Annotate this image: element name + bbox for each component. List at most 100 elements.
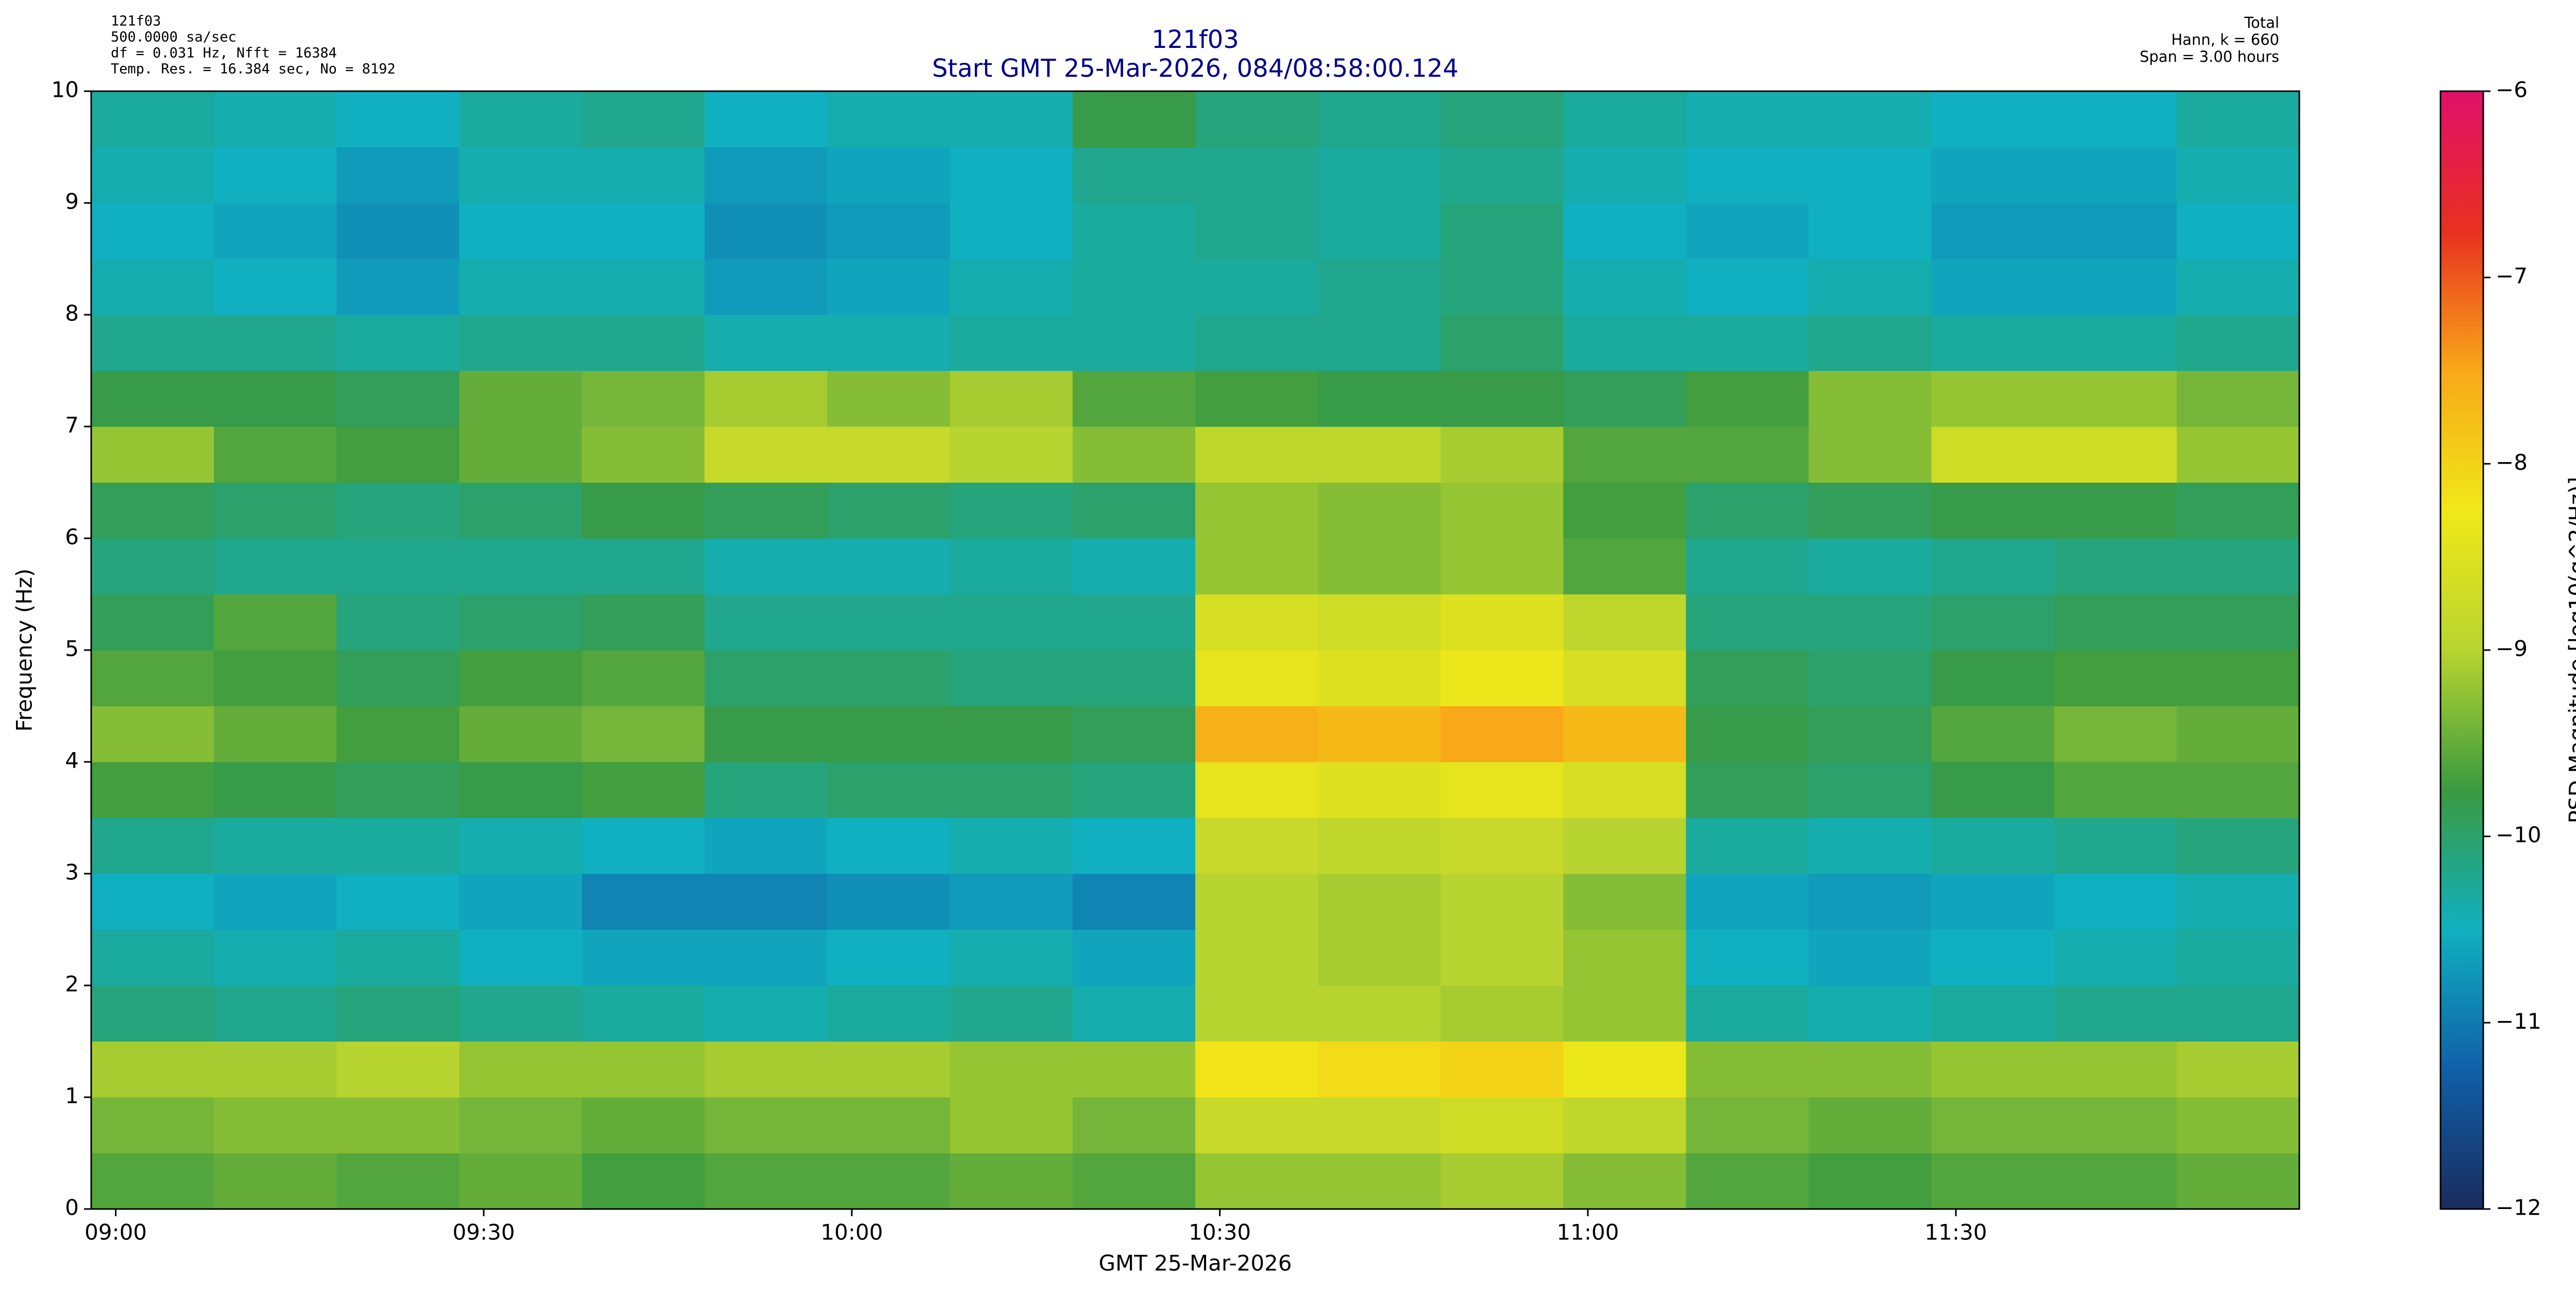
cell	[827, 315, 951, 371]
cell	[582, 482, 705, 539]
cell	[2176, 203, 2300, 259]
cell	[214, 259, 337, 315]
cell	[2176, 259, 2300, 315]
cell	[1072, 91, 1196, 147]
cell	[1686, 203, 1809, 259]
cell	[1072, 1153, 1196, 1210]
cell	[704, 259, 828, 315]
cell	[1686, 762, 1809, 818]
cell	[1195, 650, 1318, 706]
cell	[2054, 706, 2177, 762]
cell	[1931, 818, 2055, 874]
cell	[336, 315, 460, 371]
cell	[1808, 203, 1932, 259]
cell	[827, 203, 951, 259]
header-right-line: Hann, k = 660	[2171, 31, 2279, 48]
cell	[336, 427, 460, 483]
cell	[459, 259, 582, 315]
cell	[1440, 594, 1564, 651]
y-tick-label: 3	[65, 860, 79, 885]
cell	[1440, 706, 1564, 762]
y-tick-label: 4	[65, 748, 79, 773]
colorbar-label: PSD Magnitude [log10(g^2/Hz)]	[2565, 477, 2576, 824]
cell	[1686, 1041, 1809, 1098]
cell	[1931, 315, 2055, 371]
cell	[1686, 1097, 1809, 1153]
cell	[459, 203, 582, 259]
cell	[1931, 762, 2055, 818]
cell	[950, 259, 1073, 315]
y-tick-label: 7	[65, 413, 79, 438]
colorbar-tick-label: −10	[2496, 822, 2541, 847]
cell	[1072, 594, 1196, 651]
cell	[1931, 538, 2055, 594]
cell	[582, 1097, 705, 1153]
cell	[1440, 370, 1564, 427]
cell	[950, 370, 1073, 427]
cell	[1440, 482, 1564, 539]
cell	[1563, 147, 1686, 203]
cell	[2176, 315, 2300, 371]
cell	[1195, 874, 1318, 930]
cell	[1318, 650, 1441, 706]
cell	[704, 762, 828, 818]
cell	[1318, 1041, 1441, 1098]
cell	[2054, 370, 2177, 427]
cell	[91, 370, 214, 427]
cell	[582, 370, 705, 427]
cell	[704, 874, 828, 930]
cell	[704, 482, 828, 539]
cell	[1808, 370, 1932, 427]
cell	[1808, 482, 1932, 539]
cell	[1195, 203, 1318, 259]
cell	[1440, 650, 1564, 706]
cell	[1440, 874, 1564, 930]
y-tick-label: 5	[65, 636, 79, 661]
cell	[1318, 1153, 1441, 1210]
cell	[1195, 147, 1318, 203]
cell	[827, 1041, 951, 1098]
cell	[827, 91, 951, 147]
cell	[91, 482, 214, 539]
cell	[950, 706, 1073, 762]
cell	[2054, 1153, 2177, 1210]
cell	[459, 315, 582, 371]
cell	[2054, 203, 2177, 259]
cell	[950, 594, 1073, 651]
cell	[827, 650, 951, 706]
cell	[91, 259, 214, 315]
cell	[91, 762, 214, 818]
cell	[582, 874, 705, 930]
cell	[2054, 147, 2177, 203]
cell	[1931, 427, 2055, 483]
cell	[336, 650, 460, 706]
cell	[91, 1153, 214, 1210]
cell	[1563, 874, 1686, 930]
cell	[1808, 650, 1932, 706]
cell	[459, 538, 582, 594]
cell	[1931, 91, 2055, 147]
cell	[336, 370, 460, 427]
cell	[1686, 315, 1809, 371]
cell	[1440, 538, 1564, 594]
cell	[950, 427, 1073, 483]
y-tick-label: 8	[65, 301, 79, 326]
cell	[336, 874, 460, 930]
cell	[336, 91, 460, 147]
cell	[704, 929, 828, 986]
cell	[1931, 594, 2055, 651]
cell	[459, 1041, 582, 1098]
cell	[1072, 427, 1196, 483]
x-tick-label: 11:30	[1925, 1220, 1987, 1245]
cell	[2176, 538, 2300, 594]
cell	[1195, 1153, 1318, 1210]
cell	[2054, 929, 2177, 986]
cell	[459, 91, 582, 147]
cell	[1931, 482, 2055, 539]
cell	[950, 482, 1073, 539]
cell	[214, 706, 337, 762]
cell	[1686, 147, 1809, 203]
cell	[91, 985, 214, 1042]
cell	[1686, 594, 1809, 651]
cell	[1195, 929, 1318, 986]
